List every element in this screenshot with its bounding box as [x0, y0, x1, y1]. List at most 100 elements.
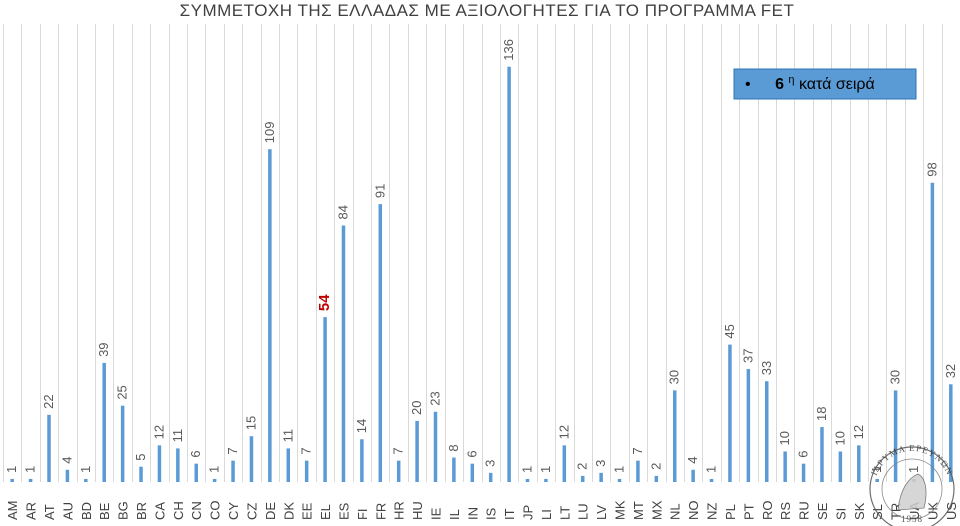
tick-label-rs: RS: [778, 502, 793, 520]
data-label-dk: 11: [280, 429, 295, 443]
bar-mx: [654, 475, 659, 482]
data-label-cz: 15: [243, 416, 258, 430]
bar-ie: [433, 411, 438, 482]
data-label-ca: 12: [151, 425, 166, 439]
bar-ca: [157, 445, 162, 482]
data-label-li: 1: [538, 466, 553, 473]
bar-am: [10, 478, 14, 482]
data-label-hr: 7: [391, 447, 406, 454]
data-label-mx: 2: [648, 463, 663, 470]
bar-au: [65, 469, 70, 482]
rank-callout: • 6 η κατά σειρά: [733, 68, 917, 100]
tick-label-el: EL: [318, 504, 333, 520]
data-label-sl: 1: [869, 466, 884, 473]
bar-ar: [28, 478, 33, 482]
data-label-in: 6: [464, 450, 479, 457]
bar-cz: [249, 436, 254, 482]
data-label-br: 5: [133, 453, 148, 460]
bar-co: [212, 478, 217, 482]
bar-mk: [617, 478, 622, 482]
data-label-se: 18: [814, 407, 829, 421]
data-label-il: 8: [446, 444, 461, 451]
bar-hu: [415, 420, 419, 482]
bar-hr: [396, 460, 401, 482]
bar-tr: [893, 390, 898, 482]
bar-fr: [378, 204, 383, 482]
rank-callout-bullet: •: [745, 76, 751, 93]
bar-uk: [930, 182, 935, 482]
data-label-de: 109: [262, 121, 277, 143]
bar-bg: [120, 405, 125, 482]
data-label-bg: 25: [115, 385, 130, 399]
tick-label-lv: LV: [594, 505, 609, 520]
data-label-ee: 7: [299, 447, 314, 454]
data-label-mk: 1: [612, 466, 627, 473]
bar-dk: [286, 448, 291, 482]
data-label-si: 10: [832, 431, 847, 445]
tick-label-cn: CN: [189, 501, 204, 520]
tick-label-fr: FR: [373, 503, 388, 520]
tick-label-jp: JP: [521, 505, 536, 520]
bar-lv: [599, 472, 603, 482]
data-label-pt: 37: [740, 349, 755, 363]
tick-label-ie: IE: [428, 507, 443, 520]
data-label-co: 1: [207, 466, 222, 473]
bar-ru: [801, 463, 806, 482]
bar-ee: [304, 460, 309, 482]
tick-label-il: IL: [447, 509, 462, 520]
data-label-nl: 30: [667, 370, 682, 384]
chart-title: ΣΥΜΜΕΤΟΧΗ ΤΗΣ ΕΛΛΑΔΑΣ ΜΕ ΑΞΙΟΛΟΓΗΤΕΣ ΓΙΑ…: [180, 1, 795, 20]
tick-label-at: AT: [42, 504, 57, 520]
tick-label-pt: PT: [741, 503, 756, 520]
tick-label-de: DE: [263, 502, 278, 520]
data-label-rs: 10: [777, 431, 792, 445]
data-label-ru: 6: [796, 450, 811, 457]
bar-nl: [672, 390, 677, 482]
data-label-es: 84: [335, 205, 350, 219]
tick-label-ar: AR: [24, 502, 39, 520]
data-label-no: 4: [685, 457, 700, 464]
bar-lu: [580, 475, 585, 482]
rank-superscript: η: [788, 74, 794, 86]
tick-label-us: US: [944, 502, 959, 520]
bar-de: [268, 149, 272, 482]
tick-label-br: BR: [134, 502, 149, 520]
bar-at: [47, 414, 51, 482]
tick-label-si: SI: [833, 508, 848, 520]
bar-nz: [709, 478, 714, 482]
bar-it: [507, 66, 511, 482]
bar-no: [691, 469, 695, 482]
data-label-bd: 1: [78, 466, 93, 473]
tick-label-au: AU: [60, 502, 75, 520]
tick-label-nz: NZ: [705, 503, 720, 520]
data-label-cn: 6: [188, 450, 203, 457]
data-label-uk: 98: [924, 162, 939, 176]
tick-label-co: CO: [208, 501, 223, 521]
data-label-be: 39: [96, 342, 111, 356]
tick-label-se: SE: [815, 502, 830, 520]
bar-il: [452, 457, 456, 482]
tick-label-fi: FI: [355, 508, 370, 520]
bar-pl: [728, 344, 732, 482]
bar-ch: [176, 448, 180, 482]
data-label-lt: 12: [556, 425, 571, 439]
tick-label-bg: BG: [116, 501, 131, 520]
tick-label-ca: CA: [152, 502, 167, 520]
tick-label-am: AM: [5, 501, 20, 521]
bar-el: [323, 317, 327, 482]
tick-label-ee: EE: [300, 502, 315, 520]
data-label-ar: 1: [23, 466, 38, 473]
data-label-lu: 2: [575, 463, 590, 470]
tick-label-in: IN: [465, 507, 480, 520]
tick-label-hr: HR: [392, 501, 407, 520]
bar-es: [341, 225, 346, 482]
tick-label-lu: LU: [576, 503, 591, 520]
bar-li: [544, 478, 548, 482]
bar-se: [820, 427, 824, 482]
tick-label-cy: CY: [226, 502, 241, 520]
rank-number: 6: [775, 76, 784, 93]
tick-label-mt: MT: [631, 501, 646, 520]
bar-cn: [194, 463, 198, 482]
